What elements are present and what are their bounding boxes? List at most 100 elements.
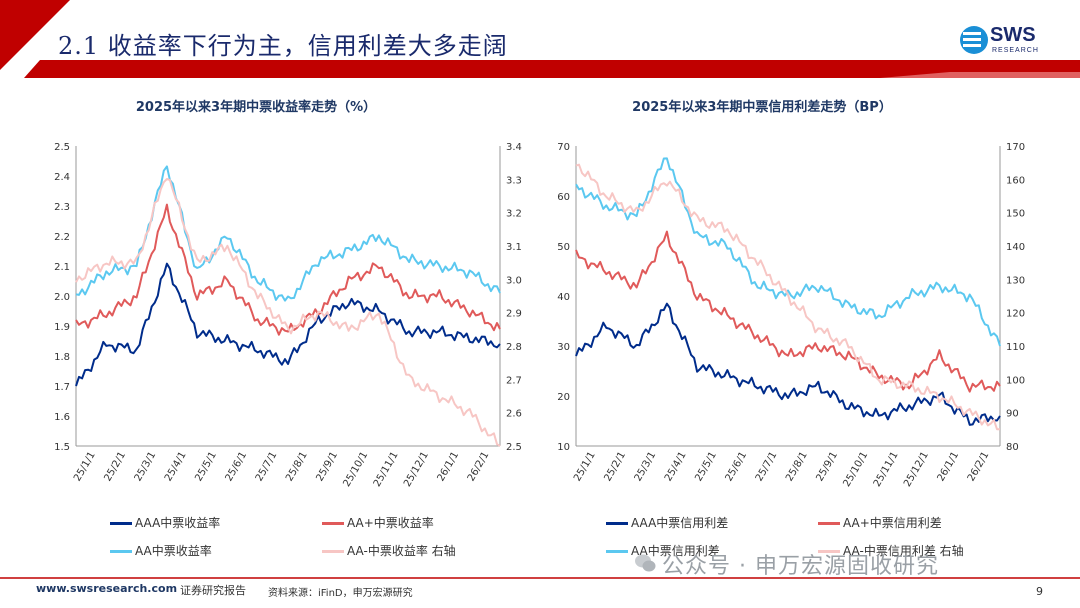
legend-item: AA-中票信用利差 右轴	[818, 542, 964, 559]
y-tick-right-label: 2.7	[506, 375, 522, 386]
series-line-3	[575, 163, 1001, 431]
y-tick-left-label: 2.0	[54, 292, 70, 303]
x-tick-label: 25/5/1	[193, 450, 219, 483]
y-tick-right-label: 150	[1006, 209, 1025, 220]
y-tick-left-label: 40	[557, 292, 570, 303]
y-tick-right-label: 130	[1006, 275, 1025, 286]
logo-subtext: RESEARCH	[992, 47, 1039, 54]
legend-swatch	[110, 522, 132, 525]
x-tick-label: 25/11/1	[372, 450, 401, 489]
y-tick-left-label: 20	[557, 392, 570, 403]
legend-swatch	[322, 550, 344, 553]
legend-item: AA+中票信用利差	[818, 514, 942, 531]
x-tick-label: 25/1/1	[72, 450, 98, 483]
series-line-2	[575, 157, 1001, 347]
x-tick-label: 25/6/1	[224, 450, 250, 483]
legend-swatch	[110, 550, 132, 553]
legend-item: AA中票信用利差	[606, 542, 720, 559]
y-tick-left-label: 1.6	[54, 412, 70, 423]
legend-swatch	[818, 550, 840, 553]
x-tick-label: 25/10/1	[342, 450, 371, 489]
legend-item: AA-中票收益率 右轴	[322, 542, 456, 559]
y-tick-right-label: 110	[1006, 342, 1025, 353]
y-tick-right-label: 100	[1006, 375, 1025, 386]
legend-label: AA-中票收益率 右轴	[347, 544, 456, 558]
legend-item: AA中票收益率	[110, 542, 212, 559]
legend-swatch	[606, 522, 628, 525]
y-tick-right-label: 2.5	[506, 442, 522, 453]
y-tick-left-label: 1.7	[54, 382, 70, 393]
x-tick-label: 25/3/1	[133, 450, 159, 483]
y-tick-right-label: 2.8	[506, 342, 522, 353]
x-tick-label: 25/9/1	[814, 450, 840, 483]
x-tick-label: 25/4/1	[163, 450, 189, 483]
chart2-title: 2025年以来3年期中票信用利差走势（BP）	[632, 100, 892, 115]
x-tick-label: 26/1/1	[936, 450, 962, 483]
legend-swatch	[818, 522, 840, 525]
legend-label: AA-中票信用利差 右轴	[843, 544, 964, 558]
footer-tag: 证券研究报告	[180, 584, 246, 597]
chart2-legend: AAA中票信用利差 AA+中票信用利差 AA中票信用利差 AA-中票信用利差 右轴	[606, 514, 1026, 560]
x-tick-label: 25/8/1	[284, 450, 310, 483]
x-tick-label: 25/4/1	[663, 450, 689, 483]
y-tick-left-label: 1.5	[54, 442, 70, 453]
legend-label: AAA中票信用利差	[631, 516, 729, 530]
y-tick-left-label: 1.8	[54, 352, 70, 363]
y-tick-right-label: 3.1	[506, 242, 522, 253]
series-line-1	[75, 203, 501, 336]
legend-label: AA中票收益率	[135, 544, 212, 558]
x-tick-label: 25/10/1	[842, 450, 871, 489]
y-tick-right-label: 3.0	[506, 275, 522, 286]
x-tick-label: 25/12/1	[402, 450, 431, 489]
header-red-corner	[0, 0, 70, 70]
x-tick-label: 26/2/1	[966, 450, 992, 483]
legend-item: AAA中票信用利差	[606, 514, 728, 531]
y-tick-left-label: 2.5	[54, 142, 70, 153]
x-tick-label: 26/1/1	[436, 450, 462, 483]
legend-label: AAA中票收益率	[135, 516, 221, 530]
series-line-0	[75, 262, 501, 387]
watermark-text: 公众号 · 申万宏源固收研究	[662, 554, 939, 579]
legend-swatch	[322, 522, 344, 525]
footer-source: 资料来源：iFinD，申万宏源研究	[268, 588, 413, 599]
y-tick-left-label: 2.4	[54, 172, 70, 183]
legend-swatch	[606, 550, 628, 553]
sws-logo-icon	[960, 26, 988, 54]
y-tick-left-label: 60	[557, 192, 570, 203]
y-tick-left-label: 1.9	[54, 322, 70, 333]
y-tick-left-label: 10	[557, 442, 570, 453]
x-tick-label: 25/2/1	[102, 450, 128, 483]
x-tick-label: 25/12/1	[902, 450, 931, 489]
footer-site[interactable]: www.swsresearch.com	[36, 582, 178, 595]
logo-brand: SWS	[990, 24, 1036, 46]
y-tick-right-label: 3.3	[506, 175, 522, 186]
legend-label: AA中票信用利差	[631, 544, 720, 558]
legend-item: AA+中票收益率	[322, 514, 434, 531]
x-tick-label: 25/3/1	[633, 450, 659, 483]
y-tick-left-label: 30	[557, 342, 570, 353]
y-tick-right-label: 120	[1006, 309, 1025, 320]
legend-item: AAA中票收益率	[110, 514, 220, 531]
y-tick-right-label: 3.2	[506, 209, 522, 220]
y-tick-right-label: 2.9	[506, 309, 522, 320]
x-tick-label: 25/11/1	[872, 450, 901, 489]
y-tick-right-label: 140	[1006, 242, 1025, 253]
series-line-2	[75, 165, 501, 302]
series-line-1	[575, 230, 1001, 393]
chart-spread: 10 20 30 40 50 60 70 80 90 100 110 120 130 140 150 160 1…	[557, 142, 1025, 489]
header-red-accent	[880, 72, 1080, 78]
x-tick-label: 25/5/1	[693, 450, 719, 483]
page-title: 2.1 收益率下行为主，信用利差大多走阔	[58, 32, 508, 60]
x-tick-label: 25/9/1	[314, 450, 340, 483]
x-tick-label: 25/2/1	[602, 450, 628, 483]
y-tick-right-label: 80	[1006, 442, 1019, 453]
chart1-legend: AAA中票收益率 AA+中票收益率 AA中票收益率 AA-中票收益率 右轴	[110, 514, 530, 560]
legend-label: AA+中票信用利差	[843, 516, 942, 530]
y-tick-right-label: 3.4	[506, 142, 522, 153]
y-tick-left-label: 2.1	[54, 262, 70, 273]
y-tick-left-label: 70	[557, 142, 570, 153]
wechat-icon	[635, 554, 656, 572]
x-tick-label: 25/1/1	[572, 450, 598, 483]
x-tick-label: 25/8/1	[784, 450, 810, 483]
